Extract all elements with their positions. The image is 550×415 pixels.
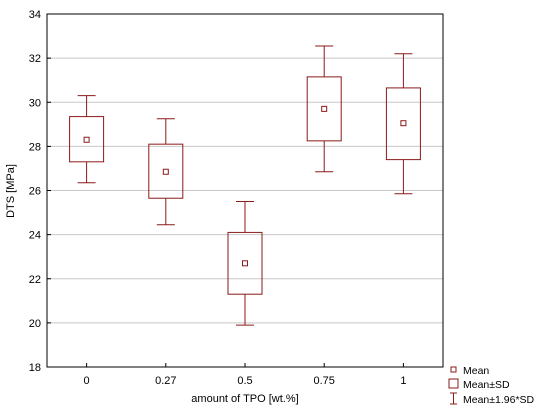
y-tick-label: 22 (29, 274, 41, 286)
mean-marker (162, 168, 169, 175)
sd-box (227, 231, 263, 295)
y-axis-label: DTS [MPa] (5, 164, 17, 218)
mean-marker (321, 105, 328, 112)
sd-box (148, 143, 184, 199)
mean-marker (242, 260, 248, 267)
box-0 (69, 95, 105, 184)
x-axis-label: amount of TPO [wt.%] (191, 393, 298, 405)
box-0_5 (227, 201, 263, 326)
sd-box (385, 87, 421, 161)
y-axis-ticks: 18 20 22 24 26 28 30 32 34 (29, 9, 51, 374)
x-axis-ticks: 0 0.27 0.5 0.75 1 (84, 363, 406, 387)
y-tick-label: 32 (29, 53, 41, 65)
grid-lines (47, 57, 443, 324)
y-tick-label: 34 (29, 9, 41, 21)
legend-mean-marker (450, 366, 457, 373)
y-tick-label: 18 (29, 362, 41, 374)
y-tick-label: 26 (29, 186, 41, 198)
box-0_27 (148, 118, 184, 226)
legend-label: Mean±1.96*SD (463, 394, 535, 406)
legend-label: Mean (463, 365, 489, 377)
plot-frame (46, 13, 444, 368)
x-tick-label: 0 (84, 375, 90, 387)
sd-box (69, 116, 105, 163)
y-tick-label: 20 (29, 318, 41, 330)
sd-box (306, 76, 342, 142)
mean-marker (83, 136, 90, 143)
mean-marker (400, 120, 407, 127)
y-tick-label: 24 (29, 230, 41, 242)
box-1 (385, 53, 421, 195)
legend: Mean Mean±SD Mean±1.96*SD (448, 365, 535, 406)
y-tick-label: 28 (29, 141, 41, 153)
x-tick-label: 0.75 (313, 375, 334, 387)
box-0_75 (306, 45, 342, 173)
legend-sd-marker (448, 378, 459, 389)
box-series (69, 45, 421, 326)
legend-label: Mean±SD (463, 379, 510, 391)
x-tick-label: 0.27 (155, 375, 176, 387)
x-tick-label: 1 (400, 375, 406, 387)
x-tick-label: 0.5 (237, 375, 252, 387)
y-tick-label: 30 (29, 97, 41, 109)
